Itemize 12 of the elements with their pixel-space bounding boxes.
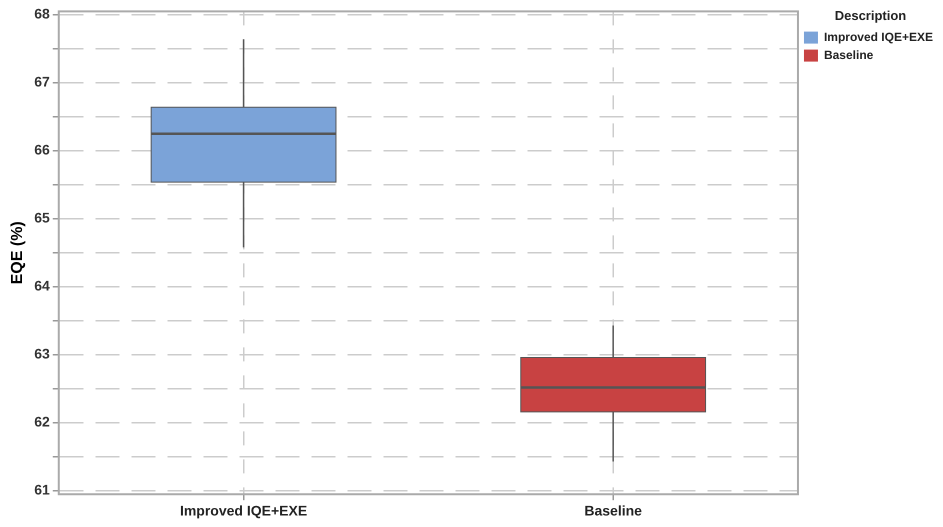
- y-tick-label: 63: [34, 346, 50, 362]
- y-tick-label: 61: [34, 482, 50, 498]
- y-tick-label: 68: [34, 6, 50, 22]
- legend-label: Improved IQE+EXE: [824, 30, 934, 44]
- y-tick-label: 62: [34, 414, 50, 430]
- legend-title: Description: [834, 8, 906, 24]
- y-tick-label: 65: [34, 210, 50, 226]
- legend-label: Baseline: [824, 48, 874, 62]
- y-axis-title: EQE (%): [9, 221, 26, 284]
- y-tick-label: 66: [34, 142, 50, 158]
- y-tick-label: 64: [34, 278, 50, 294]
- y-tick-label: 67: [34, 74, 50, 90]
